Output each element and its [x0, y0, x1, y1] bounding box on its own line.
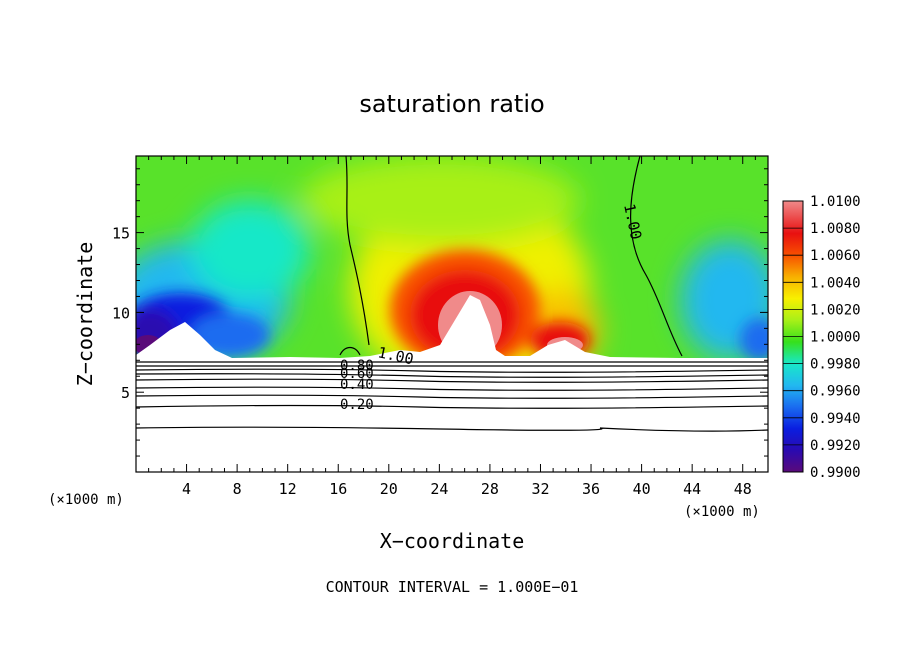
colorbar-label: 0.9960	[810, 384, 861, 400]
colorbar-label: 0.9920	[810, 438, 861, 454]
x-tick-label: 12	[279, 480, 297, 498]
colorbar-ticks: 1.0100 1.0080 1.0060 1.0040 1.0020 1.0000 0.99…	[783, 194, 861, 481]
x-tick-label: 48	[734, 480, 752, 498]
x-tick-label: 20	[380, 480, 398, 498]
x-unit-left: (×1000 m)	[48, 492, 124, 508]
plot-area: 1.00 1.00 0.80 0.60 0.40 0.20	[136, 156, 768, 472]
colorbar-label: 1.0000	[810, 330, 861, 346]
contour-label: 0.60	[340, 366, 374, 382]
colorbar-label: 0.9940	[810, 411, 861, 427]
colorbar-label: 0.9900	[810, 465, 861, 481]
contour-interval-note: CONTOUR INTERVAL = 1.000E−01	[326, 578, 579, 596]
colorbar-label: 1.0060	[810, 248, 861, 264]
x-axis: 4 8 12 16 20 24 28 32 36 40 44 48	[148, 156, 756, 498]
x-unit-right: (×1000 m)	[684, 504, 760, 520]
y-tick-label: 15	[112, 225, 130, 243]
x-tick-label: 40	[633, 480, 651, 498]
contour-label: 0.20	[340, 397, 374, 413]
contour-lines	[136, 156, 768, 432]
x-axis-label: X−coordinate	[380, 529, 525, 553]
x-tick-label: 24	[430, 480, 448, 498]
colorbar-label: 1.0040	[810, 275, 861, 291]
x-tick-label: 32	[531, 480, 549, 498]
y-axis: 5 10 15	[112, 168, 768, 457]
x-tick-label: 4	[182, 480, 191, 498]
colorbar: 1.0100 1.0080 1.0060 1.0040 1.0020 1.0000 0.99…	[782, 194, 861, 481]
x-tick-label: 16	[329, 480, 347, 498]
y-tick-label: 5	[121, 384, 130, 402]
x-tick-label: 36	[582, 480, 600, 498]
colorbar-label: 1.0100	[810, 194, 861, 210]
y-tick-label: 10	[112, 304, 130, 322]
chart-title: saturation ratio	[359, 90, 544, 118]
colorbar-label: 1.0080	[810, 221, 861, 237]
colorbar-label: 0.9980	[810, 357, 861, 373]
y-axis-label: Z−coordinate	[73, 242, 97, 387]
x-tick-label: 8	[233, 480, 242, 498]
x-tick-label: 44	[683, 480, 701, 498]
x-tick-label: 28	[481, 480, 499, 498]
contour-label: 0.40	[340, 377, 374, 393]
colorbar-label: 1.0020	[810, 302, 861, 318]
contour-label: 0.80	[340, 358, 374, 374]
